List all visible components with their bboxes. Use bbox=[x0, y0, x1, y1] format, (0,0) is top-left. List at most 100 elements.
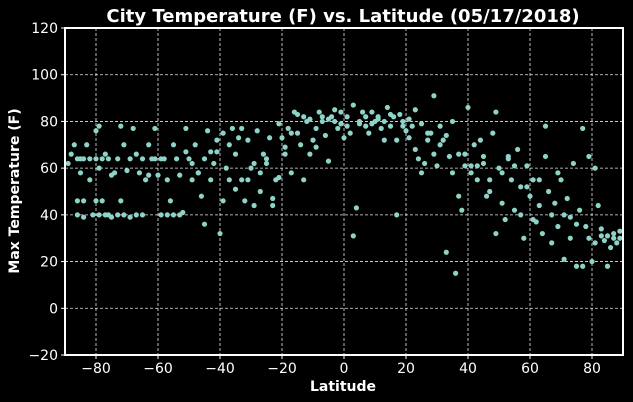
data-point bbox=[363, 123, 369, 129]
data-point bbox=[542, 123, 549, 129]
x-tick-label: 20 bbox=[397, 361, 415, 377]
data-point bbox=[74, 198, 80, 204]
data-point bbox=[583, 223, 589, 230]
data-point bbox=[580, 125, 586, 132]
data-point bbox=[561, 212, 567, 218]
data-point bbox=[387, 111, 394, 118]
data-point bbox=[453, 270, 459, 276]
data-point bbox=[511, 207, 518, 213]
data-point bbox=[536, 202, 542, 209]
data-point bbox=[93, 198, 99, 204]
data-point bbox=[201, 156, 208, 162]
data-point bbox=[99, 156, 105, 162]
data-point bbox=[350, 102, 356, 108]
data-point bbox=[598, 226, 604, 232]
data-point bbox=[589, 258, 595, 265]
data-point bbox=[394, 212, 400, 218]
data-point bbox=[549, 240, 555, 246]
data-point bbox=[394, 137, 400, 143]
data-point bbox=[81, 198, 87, 204]
data-point bbox=[71, 142, 77, 148]
data-point bbox=[601, 237, 608, 244]
data-point bbox=[276, 121, 282, 127]
data-point bbox=[468, 163, 474, 169]
data-point bbox=[412, 107, 418, 113]
data-point bbox=[93, 156, 99, 162]
data-point bbox=[270, 195, 276, 202]
data-point bbox=[170, 212, 177, 218]
data-point bbox=[474, 177, 480, 183]
data-point bbox=[418, 170, 425, 176]
data-point bbox=[136, 170, 142, 176]
data-point bbox=[496, 165, 502, 171]
data-point bbox=[564, 195, 570, 202]
data-point bbox=[313, 125, 319, 132]
data-point bbox=[152, 156, 158, 162]
data-point bbox=[285, 125, 291, 132]
data-point bbox=[81, 156, 87, 162]
data-point bbox=[195, 170, 201, 176]
data-point bbox=[115, 212, 121, 218]
data-point bbox=[248, 165, 254, 171]
data-point bbox=[530, 177, 536, 183]
data-point bbox=[102, 151, 108, 157]
data-point bbox=[307, 116, 313, 122]
data-point bbox=[425, 130, 431, 136]
data-point bbox=[570, 160, 577, 167]
data-point bbox=[108, 172, 115, 178]
y-tick-label: 60 bbox=[40, 161, 58, 177]
data-point bbox=[108, 214, 115, 220]
data-point bbox=[245, 137, 251, 143]
data-point bbox=[592, 240, 598, 246]
data-point bbox=[468, 170, 474, 176]
data-point bbox=[257, 170, 263, 176]
x-tick-labels: −80 −60 −40 −20 0 20 40 60 80 bbox=[81, 355, 601, 377]
x-tick-label: −80 bbox=[81, 361, 111, 377]
data-point bbox=[288, 170, 294, 176]
data-point bbox=[480, 160, 487, 167]
data-point bbox=[152, 125, 158, 132]
data-point bbox=[164, 212, 170, 218]
data-point bbox=[406, 116, 412, 122]
data-point bbox=[471, 142, 477, 148]
data-point bbox=[511, 163, 518, 169]
data-point bbox=[325, 158, 332, 164]
data-point bbox=[499, 170, 505, 176]
data-point bbox=[316, 109, 322, 115]
data-point bbox=[499, 200, 505, 206]
data-point bbox=[462, 151, 468, 157]
data-point bbox=[384, 104, 390, 111]
data-point bbox=[198, 193, 204, 199]
data-point bbox=[403, 128, 409, 134]
data-point bbox=[617, 235, 623, 241]
data-point bbox=[226, 142, 232, 148]
x-axis-label: Latitude bbox=[310, 379, 376, 395]
data-point bbox=[598, 233, 604, 239]
data-point bbox=[567, 214, 573, 220]
data-point bbox=[263, 160, 270, 167]
data-point bbox=[223, 165, 229, 171]
data-point bbox=[422, 160, 428, 167]
data-point bbox=[282, 144, 288, 150]
data-point bbox=[313, 144, 319, 150]
data-point bbox=[124, 167, 130, 174]
data-point bbox=[549, 212, 555, 218]
data-point bbox=[257, 188, 263, 195]
data-point bbox=[208, 149, 214, 155]
data-point bbox=[177, 212, 183, 218]
data-point bbox=[81, 214, 87, 220]
data-point bbox=[226, 177, 232, 183]
data-point bbox=[133, 212, 139, 218]
data-point bbox=[375, 116, 381, 122]
data-point bbox=[341, 135, 347, 141]
data-point bbox=[443, 132, 449, 139]
data-point bbox=[546, 188, 552, 195]
data-point bbox=[307, 151, 313, 157]
data-point bbox=[192, 142, 198, 148]
data-point bbox=[369, 121, 375, 127]
y-axis-label: Max Temperature (F) bbox=[7, 108, 23, 273]
data-point bbox=[518, 212, 524, 218]
data-point bbox=[409, 123, 415, 129]
data-point bbox=[363, 114, 369, 120]
data-point bbox=[586, 235, 592, 241]
